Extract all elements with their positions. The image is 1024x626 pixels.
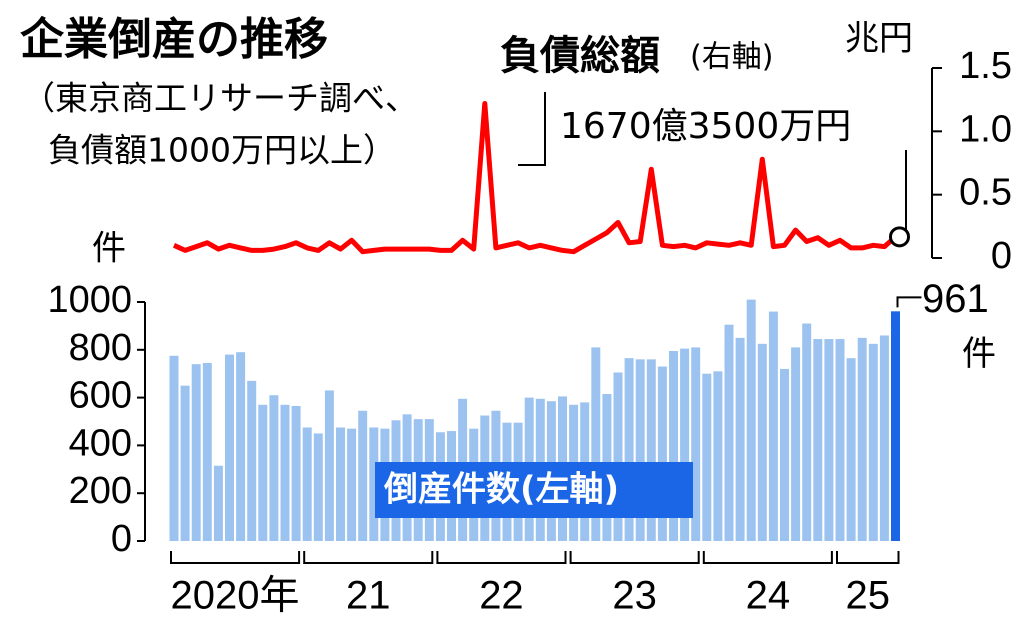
x-group-bracket — [702, 551, 833, 564]
bar — [225, 354, 234, 541]
bar — [891, 311, 900, 541]
bar — [646, 359, 656, 541]
x-group-bracket — [569, 551, 700, 564]
bar — [768, 311, 778, 541]
y-unit: 件 — [92, 229, 126, 269]
y-tick-label: 200 — [69, 470, 132, 512]
bar — [735, 337, 745, 541]
chart-title: 企業倒産の推移 — [20, 14, 328, 65]
bar — [336, 427, 345, 541]
bar — [713, 371, 723, 541]
bar — [347, 428, 357, 541]
bar — [657, 366, 667, 541]
line — [172, 101, 898, 255]
bar — [591, 347, 601, 541]
callout — [518, 92, 546, 166]
y2-tick-label: 1.0 — [959, 108, 1012, 150]
series-label: 負債総額 — [500, 33, 660, 79]
series-label-bg — [375, 462, 693, 518]
x-tick-label: 25 — [846, 574, 891, 618]
x-group-bracket — [303, 551, 434, 564]
annotation: 1670億3500万円 — [560, 106, 851, 147]
y2-tick-label: 1.5 — [959, 45, 1012, 87]
y2-tick-label: 0 — [991, 235, 1012, 277]
bar — [824, 339, 834, 541]
y-tick-label: 600 — [69, 375, 132, 417]
bar — [280, 404, 290, 541]
bar — [669, 350, 678, 541]
bar — [746, 299, 756, 541]
subtitle: 負債額1000万円以上） — [48, 131, 396, 170]
bar — [691, 347, 701, 541]
bar — [291, 405, 301, 541]
bar — [813, 339, 823, 541]
x-tick-label: 2020年 — [171, 574, 300, 618]
bar — [791, 347, 801, 541]
x-tick-label: 23 — [612, 574, 657, 618]
bar — [857, 337, 867, 541]
bar — [879, 335, 889, 541]
bar — [702, 373, 712, 541]
y-tick-label: 800 — [69, 327, 132, 369]
bar — [802, 323, 812, 541]
axis-note: (右軸) — [690, 40, 773, 75]
y-tick-label: 400 — [69, 422, 132, 464]
bar — [202, 362, 212, 541]
x-tick-label: 24 — [746, 574, 791, 618]
bar — [724, 324, 734, 541]
value-label: 961 — [922, 277, 989, 321]
bar — [236, 352, 246, 541]
x-tick-label: 21 — [346, 574, 391, 618]
subtitle: （東京商工リサーチ調べ、 — [22, 79, 418, 118]
bar — [191, 364, 201, 541]
bar — [180, 385, 190, 541]
bar — [613, 372, 623, 541]
bar — [868, 343, 878, 541]
bar — [213, 465, 223, 541]
y-tick-label: 0 — [111, 518, 132, 560]
x-group-bracket — [436, 551, 567, 564]
x-group-bracket — [170, 551, 301, 564]
bar — [635, 359, 645, 541]
bar — [680, 348, 690, 541]
y-tick-label: 1000 — [47, 279, 132, 321]
bar — [846, 358, 856, 541]
x-tick-label: 22 — [479, 574, 524, 618]
y2-unit: 兆円 — [845, 19, 913, 59]
bar — [269, 395, 279, 541]
value-unit: 件 — [962, 334, 996, 374]
bar — [369, 427, 379, 541]
bar — [169, 355, 179, 541]
x-group-bracket — [836, 551, 900, 564]
series-label: 倒産件数(左軸) — [383, 470, 619, 510]
point-marker — [889, 226, 910, 248]
bar — [358, 410, 368, 541]
bar — [757, 343, 767, 541]
y2-tick-label: 0.5 — [959, 172, 1012, 214]
label-leader — [896, 296, 922, 308]
bar — [247, 380, 257, 541]
bar — [258, 404, 268, 541]
bar — [780, 368, 789, 541]
bar — [313, 433, 323, 541]
bar — [324, 390, 334, 541]
bar — [302, 427, 312, 541]
bar — [624, 358, 634, 541]
bar — [835, 339, 845, 541]
